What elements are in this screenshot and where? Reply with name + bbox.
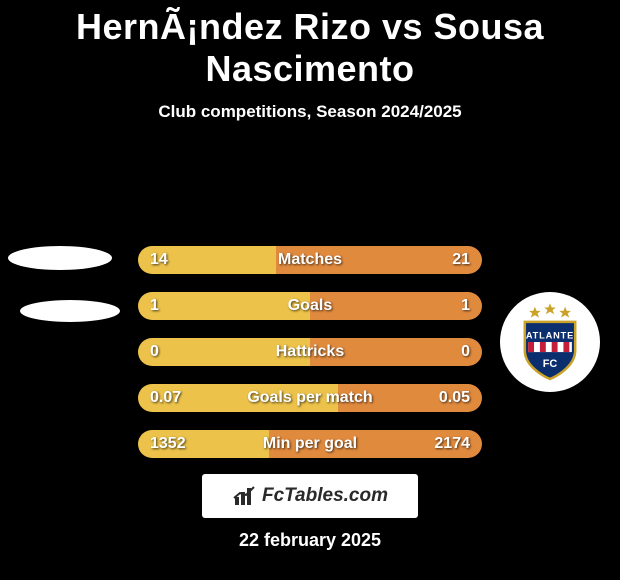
stat-row: 1Goals1 <box>138 292 482 320</box>
bars-chart-icon <box>232 485 258 507</box>
branding-text: FcTables.com <box>262 485 388 507</box>
page-title: HernÃ¡ndez Rizo vs Sousa Nascimento <box>0 0 620 90</box>
stat-right-value: 21 <box>452 246 470 274</box>
right-club-badge: ATLANTE FC <box>500 292 600 392</box>
subtitle: Club competitions, Season 2024/2025 <box>0 102 620 122</box>
stat-label: Matches <box>138 246 482 274</box>
stat-label: Goals <box>138 292 482 320</box>
stat-right-value: 2174 <box>434 430 470 458</box>
stat-right-value: 1 <box>461 292 470 320</box>
atlante-shield-icon: ATLANTE FC <box>508 300 592 384</box>
left-player-badge-placeholder-1 <box>8 246 112 270</box>
left-player-badge-placeholder-2 <box>20 300 120 322</box>
stat-label: Goals per match <box>138 384 482 412</box>
badge-sub: FC <box>543 358 558 370</box>
stat-row: 1352Min per goal2174 <box>138 430 482 458</box>
stat-row: 0.07Goals per match0.05 <box>138 384 482 412</box>
stat-row: 0Hattricks0 <box>138 338 482 366</box>
comparison-bars: 14Matches21 1Goals1 0Hattricks0 0.07Goals p… <box>138 246 482 476</box>
stat-right-value: 0.05 <box>439 384 470 412</box>
stat-label: Hattricks <box>138 338 482 366</box>
branding-plate[interactable]: FcTables.com <box>202 474 418 518</box>
stat-label: Min per goal <box>138 430 482 458</box>
badge-title: ATLANTE <box>526 331 574 341</box>
stat-right-value: 0 <box>461 338 470 366</box>
stats-comparison-card: HernÃ¡ndez Rizo vs Sousa Nascimento Club… <box>0 0 620 580</box>
snapshot-date: 22 february 2025 <box>0 530 620 551</box>
stat-row: 14Matches21 <box>138 246 482 274</box>
